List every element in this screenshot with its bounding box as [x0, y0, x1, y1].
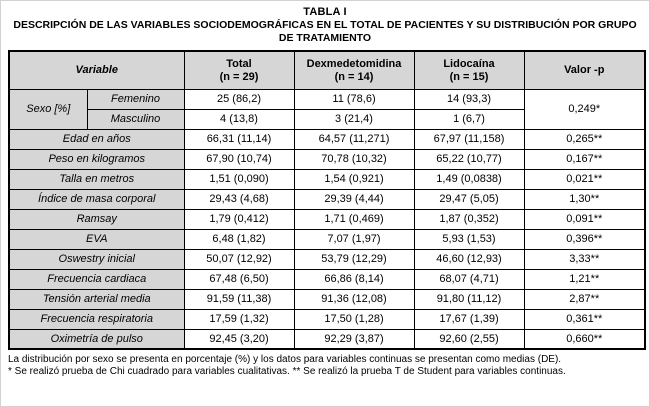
cell-total: 25 (86,2) [183, 88, 295, 110]
cell-total: 50,07 (12,92) [183, 248, 295, 270]
cell-dexmedetomidina: 1,54 (0,921) [293, 168, 415, 190]
col-header-dexmedetomidina: Dexmedetomidina (n = 14) [293, 50, 415, 90]
cell-lidocaina: 67,97 (11,158) [413, 128, 525, 150]
cell-dexmedetomidina: 91,36 (12,08) [293, 288, 415, 310]
table-row: Peso en kilogramos 67,90 (10,74) 70,78 (… [8, 148, 646, 170]
cell-lidocaina: 1,87 (0,352) [413, 208, 525, 230]
cell-lidocaina: 91,80 (11,12) [413, 288, 525, 310]
cell-total: 4 (13,8) [183, 108, 295, 130]
cell-dexmedetomidina: 3 (21,4) [293, 108, 415, 130]
cell-p-value: 0,361** [523, 308, 646, 330]
cell-lidocaina: 92,60 (2,55) [413, 328, 525, 350]
col-header-lidocaina: Lidocaína (n = 15) [413, 50, 525, 90]
cell-total: 1,79 (0,412) [183, 208, 295, 230]
table-row-sexo-femenino: Sexo [%] Femenino 25 (86,2) 11 (78,6) 14… [8, 88, 646, 130]
col-header-valor-p: Valor -p [523, 50, 646, 90]
row-label: Frecuencia cardiaca [8, 268, 185, 290]
row-label: Oswestry inicial [8, 248, 185, 270]
cell-lidocaina: 29,47 (5,05) [413, 188, 525, 210]
col-header-total: Total (n = 29) [183, 50, 295, 90]
cell-p-value: 0,660** [523, 328, 646, 350]
table-row: Frecuencia respiratoria 17,59 (1,32) 17,… [8, 308, 646, 330]
table-row: Edad en años 66,31 (11,14) 64,57 (11,271… [8, 128, 646, 150]
table-row: Oswestry inicial 50,07 (12,92) 53,79 (12… [8, 248, 646, 270]
cell-dexmedetomidina: 7,07 (1,97) [293, 228, 415, 250]
cell-lidocaina: 17,67 (1,39) [413, 308, 525, 330]
row-sublabel-masculino: Masculino [86, 108, 185, 130]
cell-p-value: 1,30** [523, 188, 646, 210]
sociodemographic-table: Variable Total (n = 29) Dexmedetomidina … [8, 50, 646, 351]
cell-total: 6,48 (1,82) [183, 228, 295, 250]
row-label: Frecuencia respiratoria [8, 308, 185, 330]
cell-p-value: 3,33** [523, 248, 646, 270]
cell-dexmedetomidina: 11 (78,6) [293, 88, 415, 110]
cell-total: 66,31 (11,14) [183, 128, 295, 150]
cell-lidocaina: 68,07 (4,71) [413, 268, 525, 290]
cell-dexmedetomidina: 17,50 (1,28) [293, 308, 415, 330]
cell-total: 67,90 (10,74) [183, 148, 295, 170]
cell-p-value: 0,091** [523, 208, 646, 230]
cell-p-value: 2,87** [523, 288, 646, 310]
table-title: DESCRIPCIÓN DE LAS VARIABLES SOCIODEMOGR… [13, 19, 637, 45]
cell-dexmedetomidina: 70,78 (10,32) [293, 148, 415, 170]
footnote-distribution: La distribución por sexo se presenta en … [8, 354, 562, 366]
table-row-sexo-masculino: Masculino 4 (13,8) 3 (21,4) 1 (6,7) [9, 108, 645, 130]
cell-lidocaina: 65,22 (10,77) [413, 148, 525, 170]
table-row: Tensión arterial media 91,59 (11,38) 91,… [8, 288, 646, 310]
cell-total: 17,59 (1,32) [183, 308, 295, 330]
cell-total: 91,59 (11,38) [183, 288, 295, 310]
row-sublabel-femenino: Femenino [86, 88, 185, 110]
header-row: Variable Total (n = 29) Dexmedetomidina … [8, 50, 646, 90]
row-label-sexo: Sexo [%] [8, 88, 88, 130]
table-row: Oximetría de pulso 92,45 (3,20) 92,29 (3… [8, 328, 646, 350]
table-label: TABLA I [303, 6, 347, 18]
cell-lidocaina: 1,49 (0,0838) [413, 168, 525, 190]
cell-p-value: 0,021** [523, 168, 646, 190]
cell-dexmedetomidina: 53,79 (12,29) [293, 248, 415, 270]
cell-p-value: 0,396** [523, 228, 646, 250]
row-label: EVA [8, 228, 185, 250]
row-label: Índice de masa corporal [8, 188, 185, 210]
table-row: Ramsay 1,79 (0,412) 1,71 (0,469) 1,87 (0… [8, 208, 646, 230]
col-header-variable: Variable [8, 50, 185, 90]
footnotes: La distribución por sexo se presenta en … [8, 354, 642, 378]
cell-total: 92,45 (3,20) [183, 328, 295, 350]
cell-lidocaina: 46,60 (12,93) [413, 248, 525, 270]
footnote-tests: * Se realizó prueba de Chi cuadrado para… [8, 366, 566, 378]
cell-dexmedetomidina: 64,57 (11,271) [293, 128, 415, 150]
table-row: Frecuencia cardiaca 67,48 (6,50) 66,86 (… [8, 268, 646, 290]
row-label: Edad en años [8, 128, 185, 150]
cell-lidocaina: 1 (6,7) [413, 108, 525, 130]
cell-dexmedetomidina: 1,71 (0,469) [293, 208, 415, 230]
table-row: Talla en metros 1,51 (0,090) 1,54 (0,921… [8, 168, 646, 190]
cell-p-value: 0,167** [523, 148, 646, 170]
table-row: Índice de masa corporal 29,43 (4,68) 29,… [8, 188, 646, 210]
row-label: Ramsay [8, 208, 185, 230]
cell-p-value: 0,265** [523, 128, 646, 150]
row-label: Tensión arterial media [8, 288, 185, 310]
cell-lidocaina: 14 (93,3) [413, 88, 525, 110]
cell-dexmedetomidina: 66,86 (8,14) [293, 268, 415, 290]
cell-total: 67,48 (6,50) [183, 268, 295, 290]
cell-dexmedetomidina: 92,29 (3,87) [293, 328, 415, 350]
cell-dexmedetomidina: 29,39 (4,44) [293, 188, 415, 210]
cell-lidocaina: 5,93 (1,53) [413, 228, 525, 250]
row-label: Oximetría de pulso [8, 328, 185, 350]
cell-p-value: 0,249* [523, 88, 646, 130]
cell-p-value: 1,21** [523, 268, 646, 290]
table-row: EVA 6,48 (1,82) 7,07 (1,97) 5,93 (1,53) … [8, 228, 646, 250]
row-label: Talla en metros [8, 168, 185, 190]
cell-total: 1,51 (0,090) [183, 168, 295, 190]
row-label: Peso en kilogramos [8, 148, 185, 170]
cell-total: 29,43 (4,68) [183, 188, 295, 210]
